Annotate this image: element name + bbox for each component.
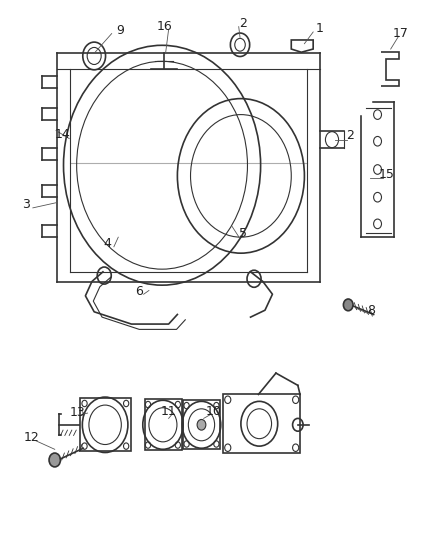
Text: 5: 5 [239,227,247,240]
Text: 17: 17 [393,27,409,40]
Text: 12: 12 [24,431,40,443]
Circle shape [343,299,353,311]
Text: 8: 8 [367,304,375,317]
Polygon shape [145,399,182,450]
Text: 3: 3 [22,198,30,211]
Text: 10: 10 [205,405,221,418]
Text: 14: 14 [55,128,71,141]
Text: 4: 4 [103,237,111,250]
Circle shape [49,453,60,467]
Polygon shape [183,400,220,449]
Polygon shape [223,394,300,453]
Text: 13: 13 [70,406,86,418]
Text: 16: 16 [156,20,172,33]
Text: 6: 6 [135,285,143,297]
Text: 2: 2 [346,130,354,142]
Text: 1: 1 [316,22,324,35]
Text: 15: 15 [378,168,394,181]
Text: 9: 9 [117,24,124,37]
Circle shape [197,419,206,430]
Text: 11: 11 [161,405,177,418]
Text: 2: 2 [240,18,247,30]
Polygon shape [80,398,131,451]
